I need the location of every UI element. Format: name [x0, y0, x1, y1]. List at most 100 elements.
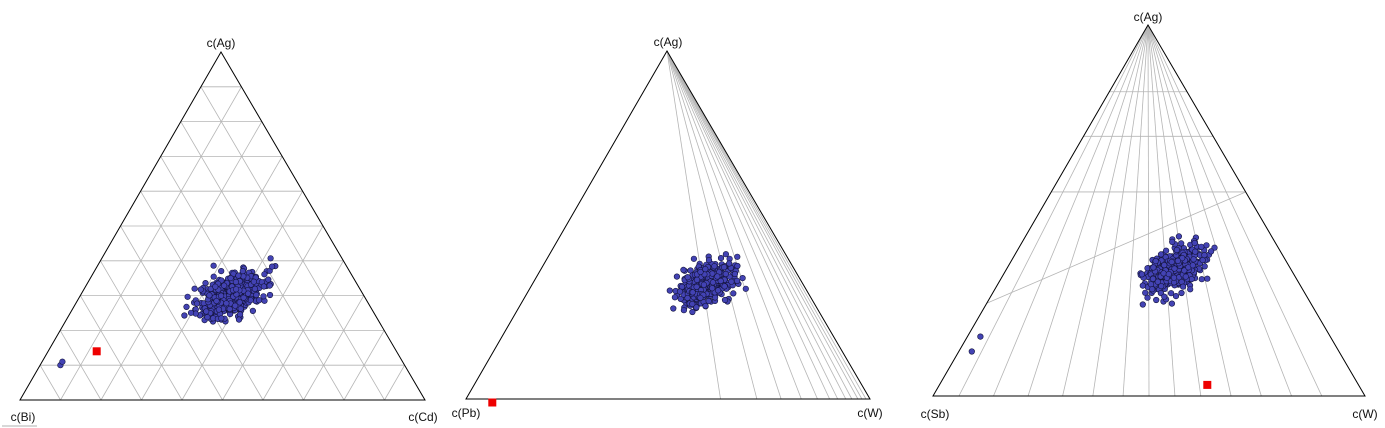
data-point: [1162, 247, 1170, 254]
ternary-plot-ag-pb-w: c(Ag) c(Pb) c(W): [452, 35, 883, 420]
grid-line: [303, 295, 365, 401]
data-point: [693, 276, 701, 284]
data-point: [218, 315, 225, 322]
data-points: [666, 251, 749, 316]
grid-line: [1147, 24, 1292, 397]
data-point: [206, 292, 213, 299]
data-point: [731, 270, 739, 278]
data-point: [1168, 300, 1175, 307]
grid-line: [1147, 24, 1232, 397]
grid-line: [200, 86, 385, 401]
triangle-frame: [932, 24, 1366, 397]
data-point: [249, 307, 256, 315]
data-point: [1191, 239, 1198, 247]
data-point: [709, 279, 717, 286]
grid-line: [1147, 24, 1176, 397]
data-point: [1201, 252, 1208, 259]
data-point: [269, 263, 276, 270]
data-point: [210, 273, 217, 280]
data-point: [245, 290, 252, 297]
grid-lines: [958, 24, 1323, 397]
ternary-plot-ag-sb-w: c(Ag) c(Sb) c(W): [921, 10, 1378, 421]
data-point: [181, 312, 188, 319]
grid-line: [343, 330, 385, 401]
data-point: [705, 257, 713, 264]
data-point: [697, 294, 704, 302]
grid-line: [666, 50, 839, 400]
data-point: [1144, 294, 1151, 301]
data-point: [700, 281, 708, 288]
data-point: [1138, 271, 1145, 278]
grid-line: [993, 24, 1149, 397]
data-point: [734, 253, 741, 260]
data-point: [673, 273, 681, 280]
data-point: [684, 274, 691, 281]
grid-line: [666, 50, 818, 400]
data-point: [221, 282, 228, 289]
data-point: [677, 295, 684, 303]
grid-line: [666, 50, 853, 400]
data-point: [256, 297, 263, 304]
data-point: [726, 260, 733, 267]
data-point: [693, 304, 700, 311]
vertex-label-right: c(Cd): [408, 410, 437, 424]
data-point: [693, 283, 700, 291]
data-point: [666, 287, 673, 294]
data-point: [235, 272, 242, 279]
data-point: [1139, 301, 1146, 308]
data-point: [671, 294, 679, 301]
grid-line: [100, 260, 183, 401]
data-point: [1192, 248, 1199, 255]
data-point: [684, 294, 691, 302]
data-point: [705, 298, 712, 305]
data-point: [1168, 258, 1175, 266]
data-point: [702, 302, 709, 310]
data-point: [226, 305, 233, 313]
grid-line: [59, 330, 102, 401]
data-point: [265, 276, 272, 283]
grid-line: [666, 50, 863, 400]
data-point: [676, 288, 684, 295]
grid-line: [1122, 24, 1149, 397]
data-point: [1152, 258, 1159, 265]
data-point: [977, 333, 984, 340]
data-point: [714, 273, 721, 280]
data-points: [57, 255, 279, 369]
grid-line: [666, 50, 867, 400]
data-point: [232, 278, 239, 286]
data-point: [1198, 243, 1205, 250]
data-point: [1169, 238, 1176, 245]
data-point: [197, 286, 204, 293]
data-point: [232, 302, 239, 309]
data-point: [266, 291, 274, 299]
data-point: [239, 268, 246, 275]
data-point: [689, 308, 696, 316]
data-point: [722, 251, 730, 258]
data-point: [968, 348, 975, 355]
data-point: [1157, 251, 1165, 258]
data-point: [1207, 248, 1215, 255]
data-point: [223, 300, 230, 307]
grid-line: [666, 50, 847, 400]
data-point: [261, 271, 268, 278]
data-point: [1171, 265, 1178, 272]
data-point: [240, 294, 247, 301]
data-point: [227, 275, 234, 282]
data-point: [218, 268, 225, 275]
vertex-label-right: c(W): [1352, 407, 1377, 421]
grid-lines: [666, 50, 867, 400]
data-point: [717, 277, 724, 285]
vertex-label-top: c(Ag): [654, 35, 683, 49]
data-point: [237, 311, 244, 318]
vertex-label-right: c(W): [857, 406, 882, 420]
grid-line: [79, 295, 142, 401]
data-point: [1161, 262, 1168, 269]
data-point: [1201, 263, 1208, 270]
data-point: [689, 300, 696, 308]
reference-marker: [1203, 380, 1212, 389]
data-point: [730, 290, 737, 297]
data-point: [702, 266, 709, 273]
data-point: [215, 306, 222, 313]
data-point: [1203, 242, 1210, 249]
grid-lines: [39, 86, 405, 401]
